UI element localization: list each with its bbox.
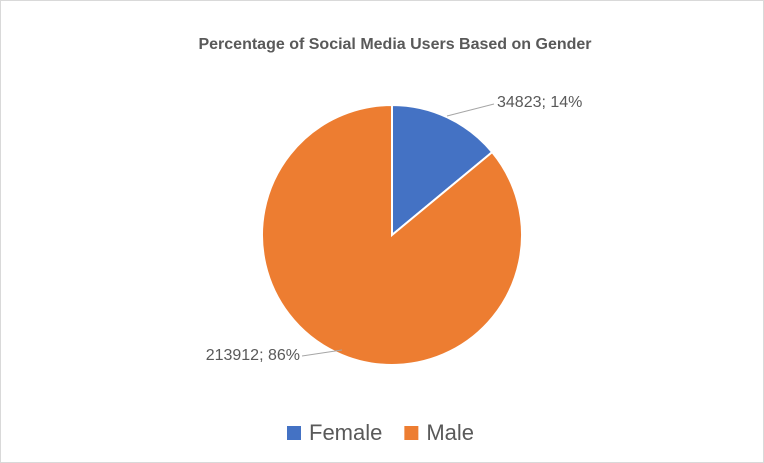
legend-swatch — [287, 426, 301, 440]
pie-slice — [261, 103, 523, 366]
legend-swatch — [404, 426, 419, 440]
data-label: 213912; 86% — [206, 347, 300, 364]
legend-label: Male — [426, 420, 474, 445]
chart-title: Percentage of Social Media Users Based o… — [198, 36, 591, 53]
pie-slice — [391, 103, 494, 238]
legend-label: Female — [309, 420, 382, 445]
data-label: 34823; 14% — [497, 94, 582, 111]
leader-line — [301, 349, 343, 357]
leader-line — [446, 103, 495, 117]
